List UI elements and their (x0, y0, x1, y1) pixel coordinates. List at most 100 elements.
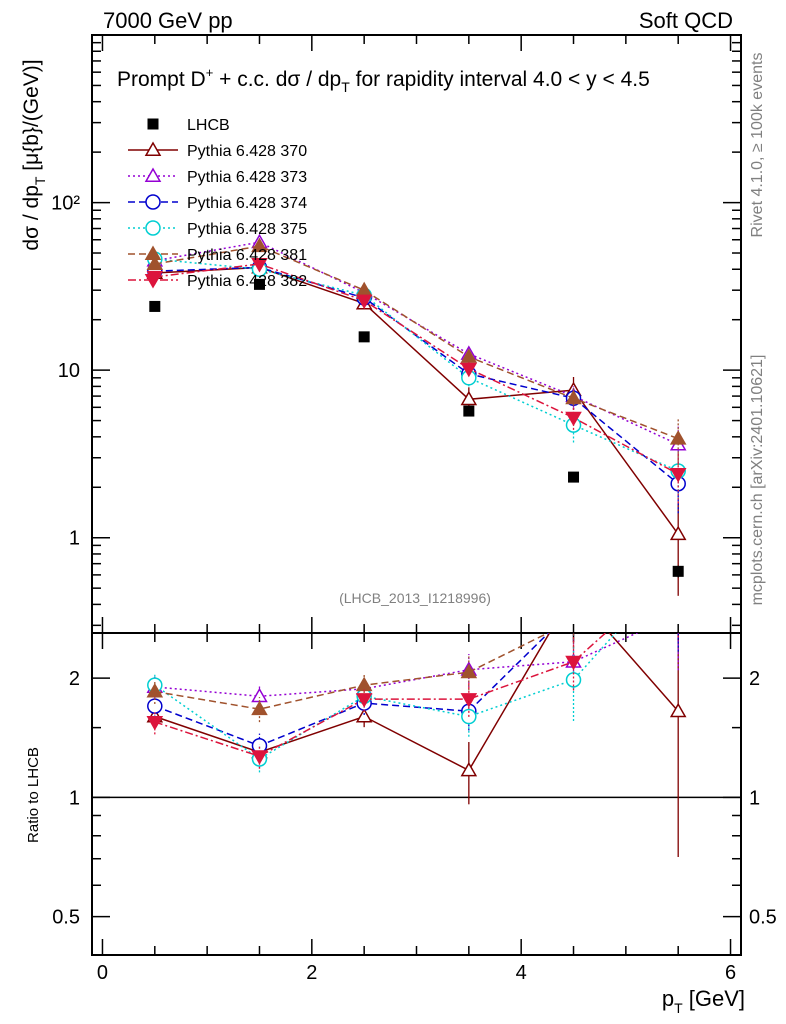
marker (669, 525, 687, 541)
ratio-series-2 (147, 601, 679, 759)
header-left: 7000 GeV pp (103, 8, 233, 33)
ratio-series-4 (146, 613, 581, 723)
legend-label: Pythia 6.428 374 (187, 195, 307, 212)
mcplots-label: mcplots.cern.ch [arXiv:2401.10621] (749, 355, 766, 606)
ratio-line (154, 633, 550, 747)
marker (460, 663, 478, 679)
marker (355, 676, 373, 692)
y-tick-label: 10 (58, 360, 80, 382)
series-line (154, 245, 679, 440)
ratio-tick-label-left: 0.5 (52, 907, 80, 929)
marker (147, 118, 159, 130)
legend-item: Pythia 6.428 382 (128, 273, 307, 290)
legend-label: Pythia 6.428 382 (187, 273, 307, 290)
series-line (154, 258, 679, 472)
y-axis-label: dσ / dpT [μ{b}/(GeV)] (20, 59, 48, 250)
ratio-tick-label-left: 2 (69, 668, 80, 690)
ratio-tick-label-left: 1 (69, 787, 80, 809)
marker (253, 278, 265, 290)
ratio-clip-group (146, 585, 687, 857)
marker (251, 700, 268, 716)
legend-label: Pythia 6.428 375 (187, 221, 307, 238)
legend-label: Pythia 6.428 373 (187, 169, 307, 186)
marker (460, 693, 478, 708)
ratio-line (154, 633, 617, 760)
legend-label: Pythia 6.428 381 (187, 247, 307, 264)
y-tick-label: 1 (69, 528, 80, 550)
marker (147, 698, 163, 714)
marker (460, 390, 478, 406)
ratio-line (154, 633, 679, 772)
marker (144, 274, 162, 289)
ratio-tick-label-right: 1 (749, 787, 760, 809)
legend-item: Pythia 6.428 375 (128, 220, 307, 238)
marker (567, 585, 581, 597)
series-line (154, 266, 679, 535)
marker (460, 761, 478, 777)
series-0 (146, 258, 687, 596)
marker (144, 245, 162, 260)
legend-item: Pythia 6.428 370 (128, 141, 307, 160)
legend-label: LHCB (187, 117, 230, 134)
ratio-tick-label-right: 0.5 (749, 907, 777, 929)
analysis-watermark: (LHCB_2013_I1218996) (339, 590, 491, 606)
marker (565, 389, 582, 405)
marker (669, 702, 687, 718)
marker (144, 141, 162, 156)
axis-ticks: 0 2 4 6 1 10 10² 0.5 0.5 1 1 2 2 (51, 35, 777, 984)
marker (355, 708, 373, 723)
ratio-series-5 (146, 633, 679, 769)
legend-label: Pythia 6.428 370 (187, 143, 307, 160)
ratio-line (154, 633, 639, 698)
legend: LHCB Pythia 6.428 370 Pythia 6.428 373 Pyth… (128, 117, 307, 290)
marker (358, 331, 370, 343)
marker (146, 715, 164, 731)
rivet-label: Rivet 4.1.0, ≥ 100k events (749, 53, 766, 238)
marker (669, 468, 687, 483)
marker (567, 613, 581, 625)
header-right: Soft QCD (639, 8, 733, 33)
marker (146, 255, 164, 270)
marker (460, 362, 478, 378)
y-tick-label: 10² (51, 193, 80, 215)
series-5 (146, 257, 687, 504)
legend-item: Pythia 6.428 373 (128, 167, 307, 186)
marker (251, 237, 268, 253)
marker (251, 750, 268, 765)
marker (463, 405, 475, 417)
marker (671, 607, 685, 619)
series-4 (146, 237, 687, 466)
marker (144, 167, 162, 182)
marker (460, 348, 478, 363)
legend-item: LHCB (147, 117, 230, 134)
ratio-axis-label: Ratio to LHCB (25, 747, 42, 843)
marker (669, 430, 687, 445)
x-tick-label: 0 (97, 962, 108, 984)
marker (565, 655, 582, 671)
marker (355, 693, 373, 708)
marker (251, 257, 268, 273)
x-tick-label: 6 (725, 962, 736, 984)
ratio-line (154, 633, 607, 758)
marker (145, 194, 161, 210)
marker (565, 411, 582, 427)
data-points (149, 278, 684, 578)
ratio-series (146, 585, 687, 857)
x-tick-label: 2 (306, 962, 317, 984)
ratio-tick-label-right: 2 (749, 668, 760, 690)
marker (672, 565, 684, 577)
marker (149, 300, 161, 312)
series-line (154, 263, 679, 475)
legend-item: Pythia 6.428 374 (128, 194, 307, 212)
marker (568, 471, 580, 483)
marker (567, 601, 581, 615)
ratio-line (154, 633, 550, 710)
marker (145, 220, 161, 236)
legend-item: Pythia 6.428 381 (128, 245, 307, 264)
series-2 (147, 259, 686, 514)
x-axis-label: pT [GeV] (662, 986, 745, 1016)
ratio-frame (91, 632, 742, 956)
chart-title: Prompt D+ + c.c. dσ / dpT for rapidity i… (117, 65, 650, 95)
marker (146, 683, 164, 698)
